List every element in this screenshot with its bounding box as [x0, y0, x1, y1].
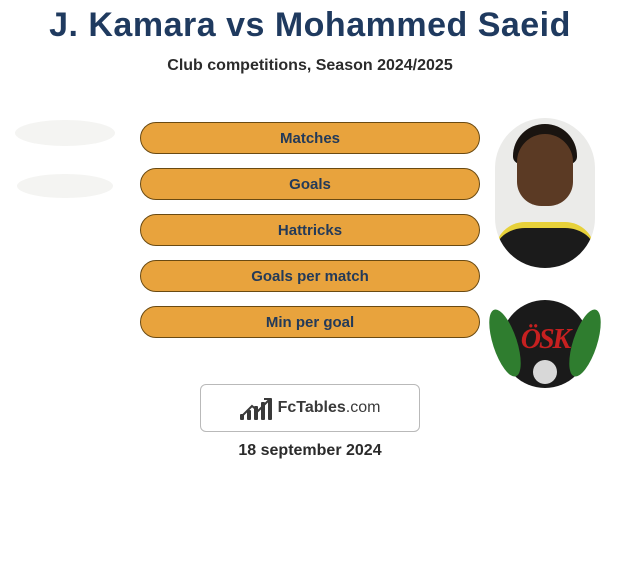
player-left [10, 120, 120, 198]
head [517, 134, 573, 206]
player-right-photo [495, 118, 595, 268]
stat-bars: Matches Goals Hattricks Goals per match … [140, 122, 480, 352]
ball-icon [533, 360, 557, 384]
trend-arrow-icon [240, 396, 272, 420]
stat-label: Goals per match [251, 268, 369, 285]
player-right: ÖSK [490, 118, 600, 390]
stat-bar: Hattricks [140, 214, 480, 246]
stat-label: Hattricks [278, 222, 342, 239]
stat-bar: Goals per match [140, 260, 480, 292]
stat-label: Goals [289, 176, 331, 193]
player-right-club-badge: ÖSK [495, 300, 595, 390]
date-stamp: 18 september 2024 [0, 442, 620, 460]
page-title: J. Kamara vs Mohammed Saeid [0, 0, 620, 45]
stat-bar: Matches [140, 122, 480, 154]
bar-chart-icon [240, 396, 272, 420]
stat-bar: Goals [140, 168, 480, 200]
branding-box: FcTables.com [200, 384, 420, 432]
stat-label: Matches [280, 130, 340, 147]
stat-bar: Min per goal [140, 306, 480, 338]
comparison-card: J. Kamara vs Mohammed Saeid Club competi… [0, 0, 620, 580]
player-left-club-placeholder [17, 174, 113, 198]
brand-text: FcTables.com [278, 399, 381, 417]
stat-label: Min per goal [266, 314, 354, 331]
brand-name: FcTables [278, 399, 346, 416]
subtitle: Club competitions, Season 2024/2025 [0, 57, 620, 75]
jersey [495, 222, 595, 268]
brand-tld: .com [346, 399, 381, 416]
player-left-photo-placeholder [15, 120, 115, 146]
club-monogram: ÖSK [495, 324, 595, 356]
